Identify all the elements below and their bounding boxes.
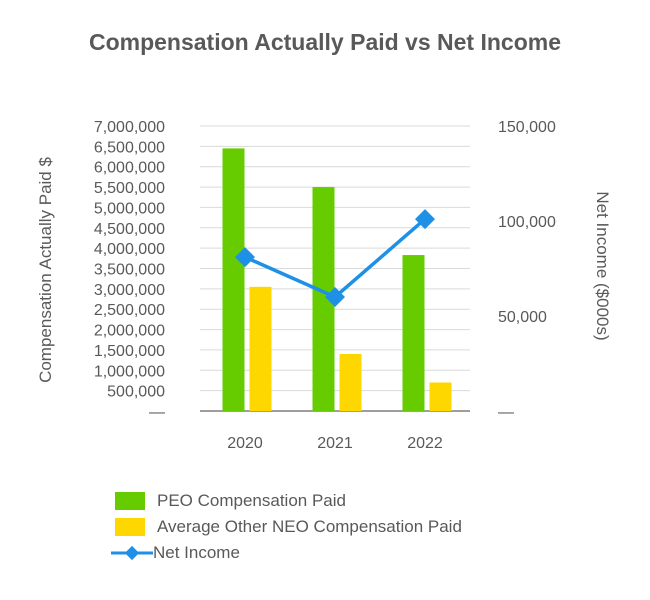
left-tick-label: 5,500,000 (94, 180, 165, 197)
left-tick-label: 6,000,000 (94, 160, 165, 177)
right-tick-label: 100,000 (498, 214, 556, 231)
x-tick-label: 2020 (227, 435, 263, 452)
legend-item-peo: PEO Compensation Paid (115, 488, 462, 514)
neo-bar (429, 382, 452, 411)
left-tick-label: 4,500,000 (94, 221, 165, 238)
legend-swatch-neo (115, 518, 145, 536)
net-income-line-group (235, 209, 435, 307)
left-tick-label: 1,500,000 (94, 343, 165, 360)
x-tick-label: 2021 (317, 435, 353, 452)
legend-item-net-income: Net Income (111, 540, 462, 566)
left-tick-label: 7,000,000 (94, 119, 165, 136)
left-tick-label: 1,000,000 (94, 363, 165, 380)
legend-swatch-peo (115, 492, 145, 510)
left-tick-label: 3,500,000 (94, 262, 165, 279)
left-tick-label: 500,000 (107, 384, 165, 401)
left-tick-label: 2,500,000 (94, 302, 165, 319)
left-tick-label: — (149, 404, 165, 421)
right-axis-title: Net Income ($000s) (593, 191, 612, 340)
left-tick-label: 3,000,000 (94, 282, 165, 299)
right-tick-label: 50,000 (498, 309, 547, 326)
left-tick-label: 5,000,000 (94, 200, 165, 217)
left-tick-label: 6,500,000 (94, 139, 165, 156)
left-tick-label: 4,000,000 (94, 241, 165, 258)
right-axis-ticks: — 50,000 100,000 150,000 (498, 119, 556, 421)
legend-label-neo: Average Other NEO Compensation Paid (157, 517, 462, 536)
peo-bar (222, 148, 245, 411)
left-axis-ticks: — 500,000 1,000,000 1,500,000 2,000,000 2,500… (94, 119, 165, 421)
net-income-marker (415, 209, 435, 230)
net-income-line (244, 217, 427, 299)
left-axis-title: Compensation Actually Paid $ (36, 157, 55, 383)
x-axis-ticks: 2020 2021 2022 (227, 435, 443, 452)
legend-label-peo: PEO Compensation Paid (157, 491, 346, 510)
bars (222, 148, 452, 411)
net-income-marker (235, 247, 255, 268)
chart-canvas: — 500,000 1,000,000 1,500,000 2,000,000 2,500… (36, 119, 612, 452)
neo-bar (339, 354, 362, 411)
right-tick-label: 150,000 (498, 119, 556, 136)
left-tick-label: 2,000,000 (94, 323, 165, 340)
chart-title: Compensation Actually Paid vs Net Income (88, 29, 562, 55)
x-tick-label: 2022 (407, 435, 443, 452)
net-income-marker (325, 287, 345, 307)
legend: PEO Compensation Paid Average Other NEO … (111, 488, 462, 566)
peo-bar (312, 187, 335, 411)
neo-bar (249, 286, 272, 411)
right-tick-label: — (498, 404, 514, 421)
peo-bar (402, 255, 425, 411)
legend-label-net-income: Net Income (153, 543, 240, 562)
legend-item-neo: Average Other NEO Compensation Paid (115, 514, 462, 540)
legend-swatch-net-income (111, 545, 153, 561)
